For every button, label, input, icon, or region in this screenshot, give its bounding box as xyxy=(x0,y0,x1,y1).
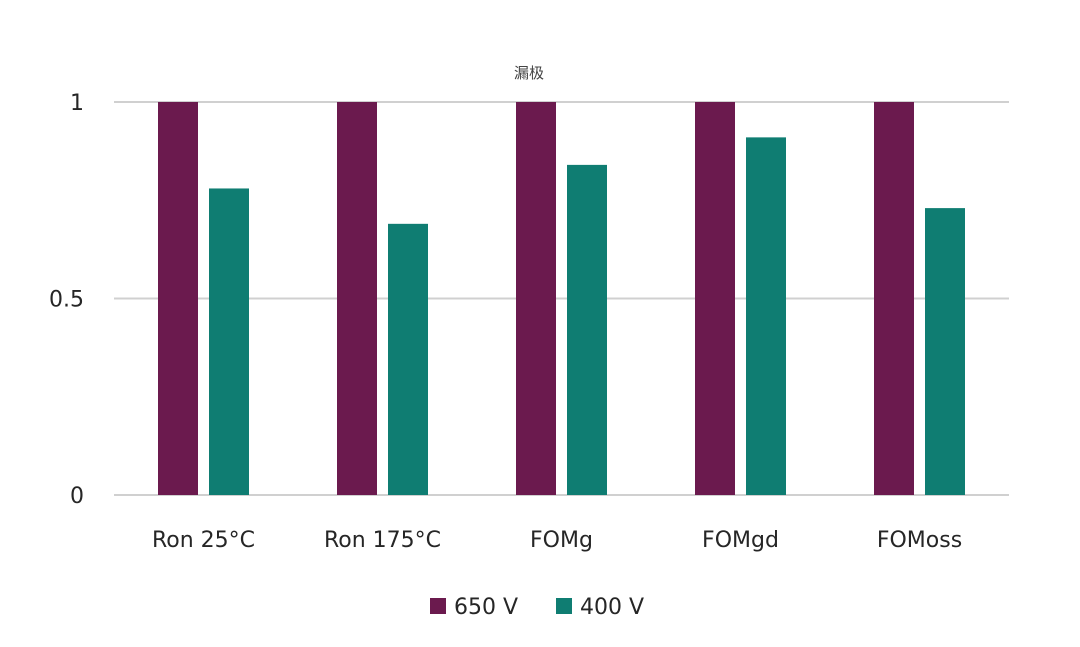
grid-lines xyxy=(114,101,1009,496)
legend: 650 V 400 V xyxy=(430,595,644,620)
bars xyxy=(158,102,965,496)
x-category-label: Ron 25°C xyxy=(152,528,255,553)
legend-swatch-1 xyxy=(556,598,572,614)
bar-400v-2 xyxy=(567,164,607,495)
y-tick-label: 1 xyxy=(70,91,84,116)
bar-400v-4 xyxy=(925,208,965,496)
bar-650v-0 xyxy=(158,102,198,495)
bar-400v-3 xyxy=(746,137,786,495)
y-axis-ticks: 00.51 xyxy=(49,91,84,509)
legend-swatch-0 xyxy=(430,598,446,614)
bar-400v-1 xyxy=(388,223,428,495)
x-axis-labels: Ron 25°C Ron 175°C FOMg FOMgd FOMoss xyxy=(152,528,962,553)
bar-650v-1 xyxy=(337,102,377,495)
bar-400v-0 xyxy=(209,188,249,495)
x-category-label: FOMg xyxy=(530,528,593,553)
bar-650v-3 xyxy=(695,102,735,495)
bar-650v-2 xyxy=(516,102,556,495)
x-category-label: Ron 175°C xyxy=(324,528,441,553)
y-tick-label: 0 xyxy=(70,484,84,509)
legend-label: 650 V xyxy=(454,595,518,620)
y-tick-label: 0.5 xyxy=(49,288,84,313)
x-category-label: FOMoss xyxy=(877,528,962,553)
chart-title: 漏极 xyxy=(514,64,544,82)
legend-label: 400 V xyxy=(580,595,644,620)
bar-650v-4 xyxy=(874,102,914,495)
x-category-label: FOMgd xyxy=(702,528,779,553)
